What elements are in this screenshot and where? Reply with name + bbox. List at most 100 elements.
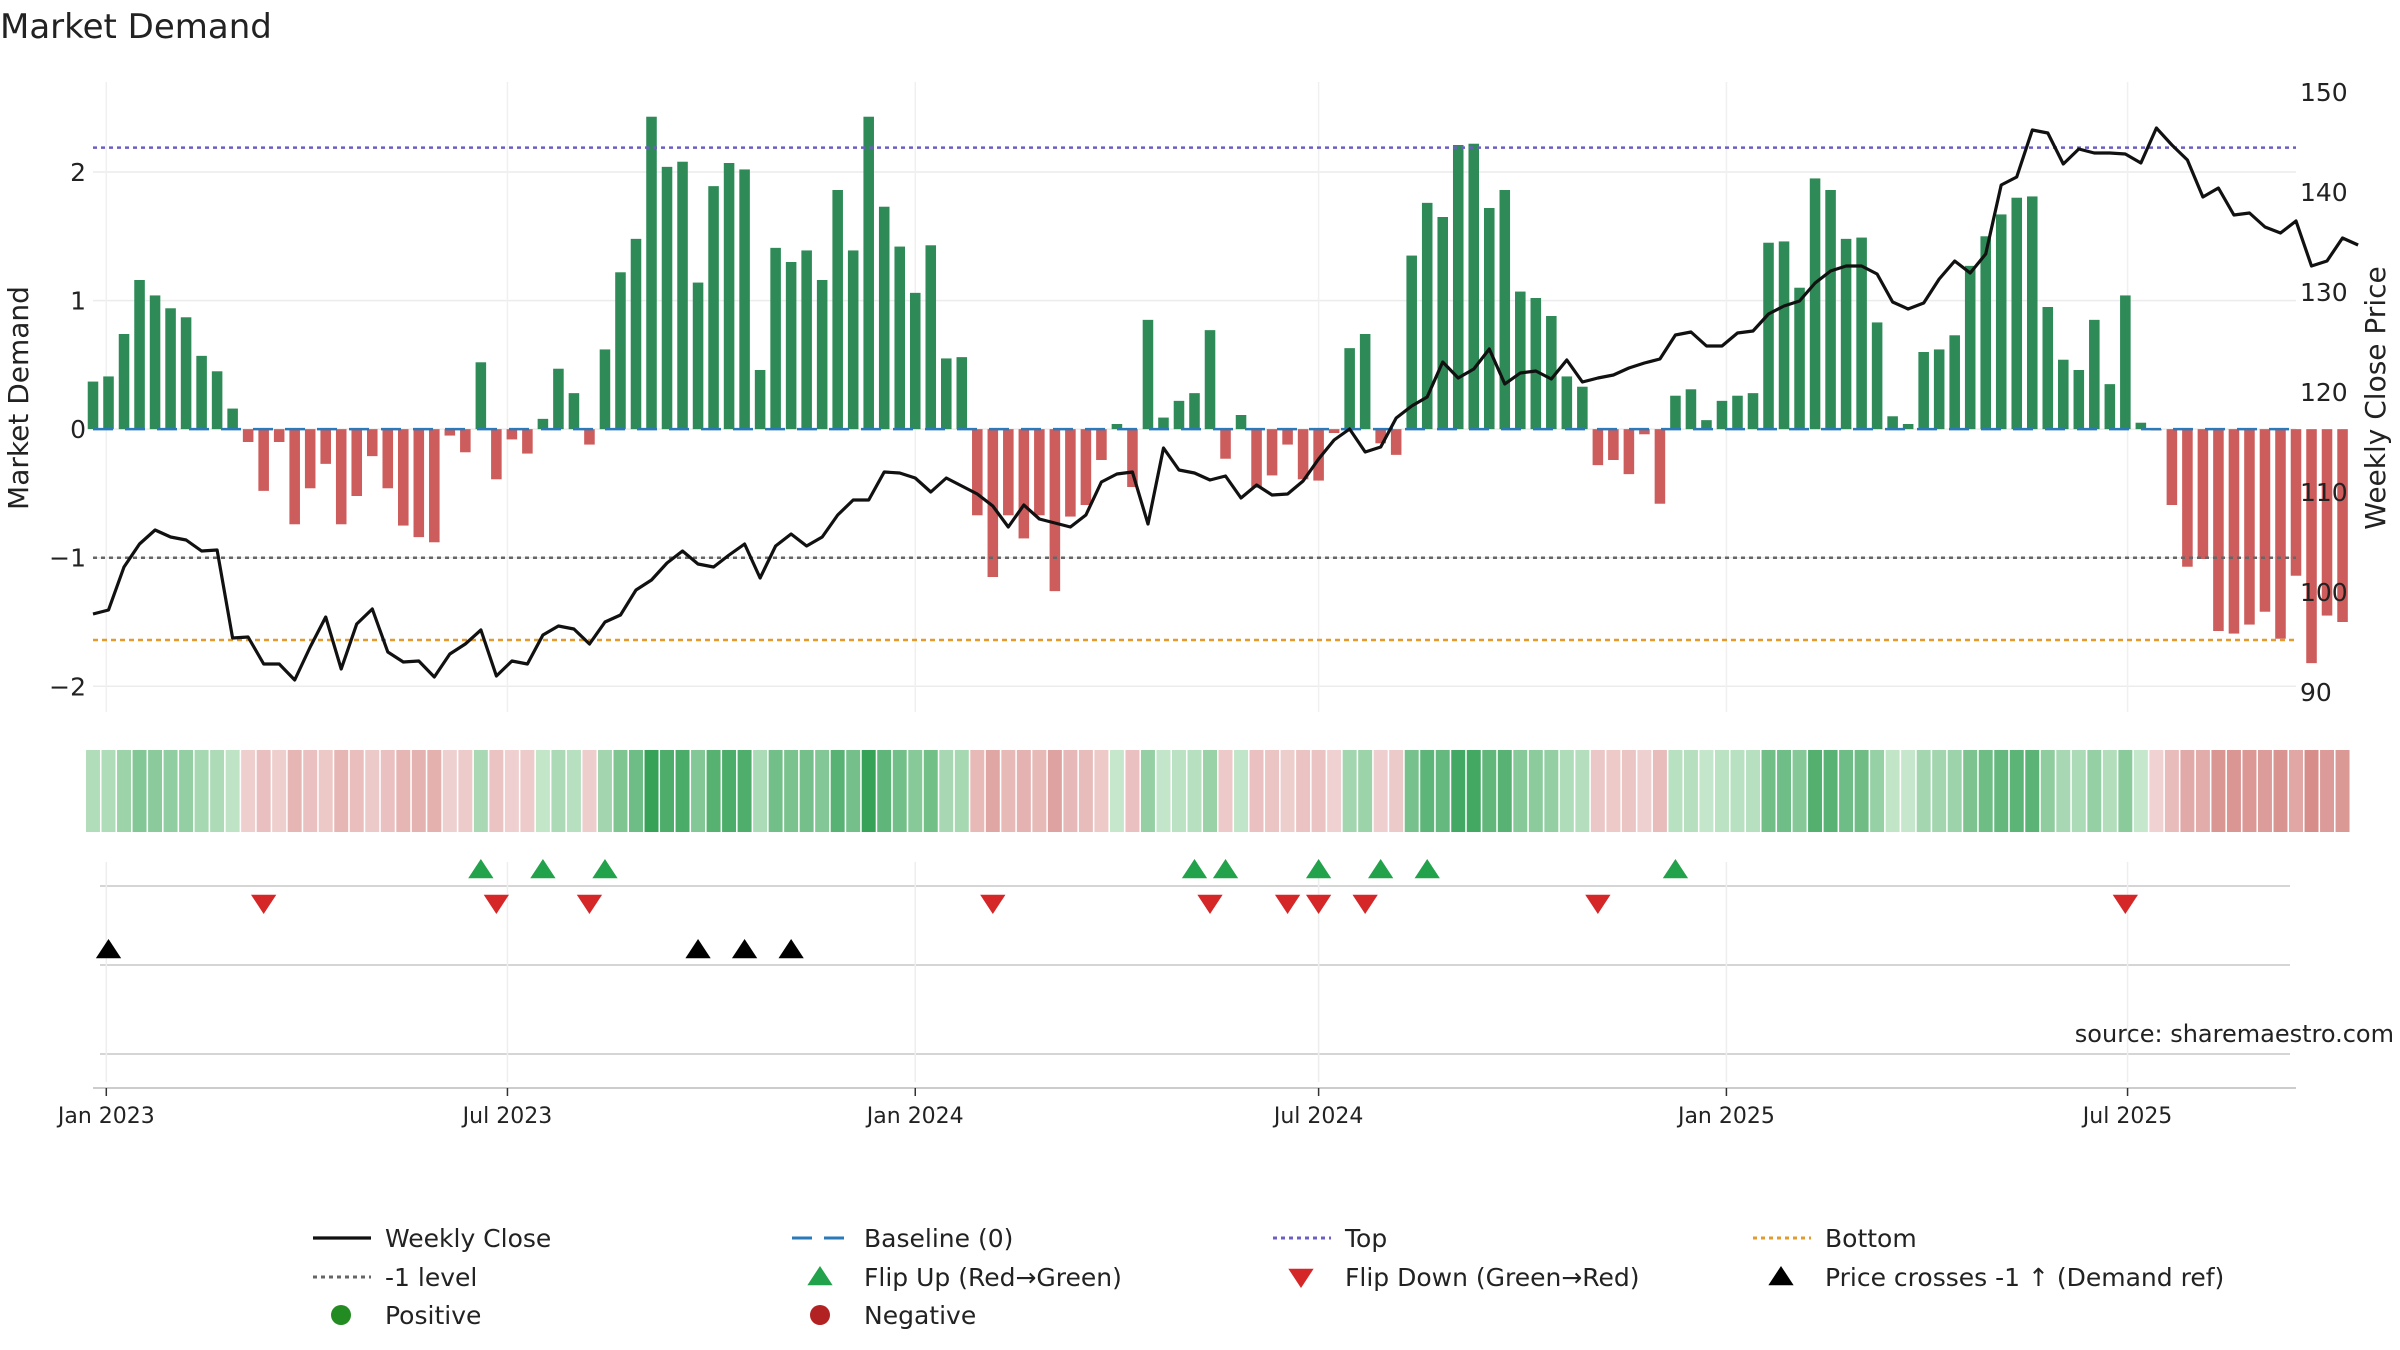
demand-heat-cell	[256, 750, 271, 832]
demand-heat-cell	[1901, 750, 1916, 832]
demand-bar	[1716, 400, 1728, 430]
demand-bar	[1127, 429, 1138, 487]
demand-heat-cell	[2025, 750, 2040, 832]
demand-heat-cell	[163, 750, 178, 832]
demand-heat-cell	[1652, 750, 1667, 832]
demand-bar	[149, 295, 161, 430]
demand-bar	[444, 429, 456, 436]
demand-heat-cell	[1404, 750, 1419, 832]
demand-heat-cell	[117, 750, 132, 832]
demand-bar	[1375, 429, 1386, 444]
demand-bar	[615, 272, 626, 430]
demand-bar	[1902, 424, 1914, 430]
demand-heat-cell	[1001, 750, 1016, 832]
demand-bar	[1608, 429, 1619, 460]
demand-heat-cell	[2320, 750, 2335, 832]
demand-bar	[103, 376, 114, 430]
demand-bar	[429, 429, 440, 543]
demand-bar	[1158, 417, 1169, 430]
demand-bar	[1359, 334, 1371, 430]
demand-heat-cell	[1265, 750, 1280, 832]
demand-heat-cell	[349, 750, 364, 832]
demand-bar	[1313, 429, 1324, 481]
demand-heat-cell	[551, 750, 566, 832]
demand-heat-cell	[2273, 750, 2288, 832]
x-tick-label: Jan 2025	[1676, 1104, 1775, 1129]
demand-heat-cell	[1777, 750, 1792, 832]
demand-bar	[382, 429, 394, 489]
demand-bar	[1483, 208, 1495, 430]
y2-tick-label: 140	[2300, 178, 2348, 207]
demand-bar	[2135, 422, 2147, 430]
demand-bar	[258, 429, 269, 491]
price-cross-marker	[95, 939, 122, 959]
demand-bar	[2321, 429, 2333, 616]
flip-up-marker	[1305, 859, 1332, 879]
demand-bar	[1251, 429, 1262, 487]
demand-heat-cell	[2289, 750, 2303, 832]
flip-up-marker	[1368, 859, 1394, 879]
x-tick-label: Jul 2025	[2081, 1104, 2173, 1129]
demand-heat-cell	[613, 750, 628, 832]
flip-down-marker	[1305, 894, 1332, 914]
y-tick-label: 0	[70, 415, 86, 444]
demand-bar	[1732, 395, 1743, 430]
demand-bar	[1639, 429, 1650, 435]
demand-bar	[754, 370, 766, 430]
demand-heat-cell	[675, 750, 690, 832]
demand-bar	[847, 250, 859, 430]
demand-heat-cell	[1668, 750, 1683, 832]
demand-heat-cell	[691, 750, 706, 832]
demand-heat-cell	[1047, 750, 1062, 832]
demand-bar	[739, 169, 750, 430]
flip-down-marker	[576, 894, 603, 914]
demand-bar	[708, 186, 719, 430]
demand-bar	[537, 418, 549, 430]
demand-bar	[2089, 319, 2100, 430]
demand-bar	[661, 166, 673, 430]
legend-swatch	[1768, 1266, 1794, 1286]
demand-bar	[196, 355, 207, 430]
demand-heat-cell	[1373, 750, 1388, 832]
demand-bar	[1964, 265, 1976, 430]
demand-bar	[1670, 395, 1681, 430]
demand-heat-cell	[2164, 750, 2179, 832]
demand-bar	[1918, 352, 1929, 430]
demand-heat-cell	[489, 750, 504, 832]
demand-heat-cell	[985, 750, 1000, 832]
demand-bar	[987, 429, 999, 577]
demand-bar	[832, 190, 843, 430]
legend-swatch	[810, 1305, 830, 1325]
demand-heat-cell	[380, 750, 395, 832]
demand-heat-cell	[2195, 750, 2210, 832]
demand-heat-cell	[1637, 750, 1652, 832]
flip-up-marker	[1414, 859, 1440, 879]
flip-down-marker	[251, 894, 277, 914]
demand-bar	[320, 429, 331, 464]
legend-label: Weekly Close	[385, 1224, 551, 1253]
demand-heat-cell	[1606, 750, 1621, 832]
demand-heat-cell	[148, 750, 163, 832]
flip-down-marker	[1197, 894, 1223, 914]
demand-heat-cell	[1218, 750, 1233, 832]
y-axis-label: Market Demand	[2, 286, 35, 510]
demand-bar	[118, 334, 130, 430]
demand-bar	[2213, 429, 2224, 631]
demand-bar	[630, 238, 642, 430]
demand-heat-cell	[1683, 750, 1698, 832]
legend-swatch	[331, 1305, 351, 1325]
demand-heat-cell	[1234, 750, 1249, 832]
demand-bar	[1577, 386, 1588, 430]
demand-heat-cell	[1792, 750, 1807, 832]
x-tick-label: Jul 2024	[1272, 1104, 1364, 1129]
price-cross-marker	[778, 939, 804, 959]
x-tick-label: Jan 2023	[56, 1104, 155, 1129]
demand-heat-cell	[1296, 750, 1311, 832]
demand-heat-cell	[458, 750, 473, 832]
demand-heat-cell	[303, 750, 318, 832]
demand-heat-cell	[1327, 750, 1342, 832]
demand-bar	[180, 317, 192, 430]
demand-bar	[1003, 429, 1014, 516]
demand-bar	[1049, 429, 1061, 592]
demand-heat-cell	[815, 750, 830, 832]
